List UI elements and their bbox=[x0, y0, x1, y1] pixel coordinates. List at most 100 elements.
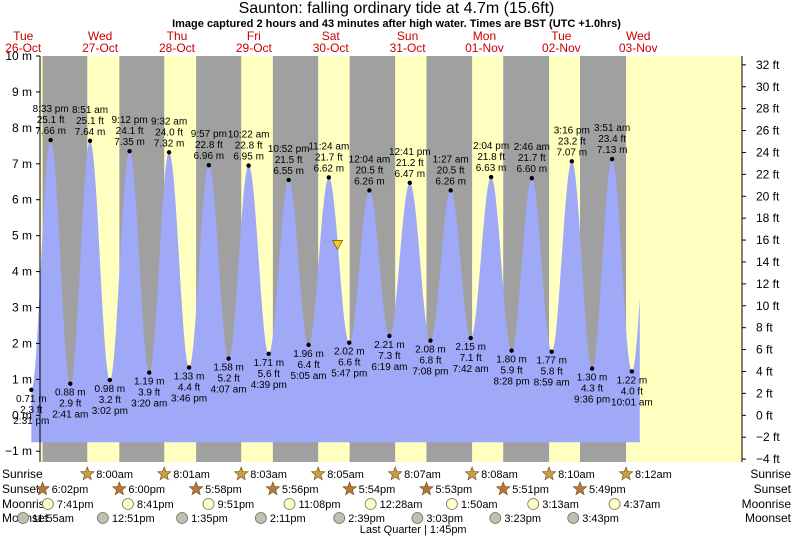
low-tide-m-label: 1.71 m bbox=[253, 358, 284, 369]
current-level-marker bbox=[331, 240, 344, 251]
high-tide-ft-label: 21.7 ft bbox=[315, 152, 343, 163]
high-tide-time-label: 12:04 am bbox=[349, 154, 391, 165]
low-tide-marker bbox=[347, 340, 352, 345]
astro-row-label-left: Sunset bbox=[2, 482, 40, 496]
high-tide-time-label: 11:24 am bbox=[308, 141, 349, 152]
day-date-label: 03-Nov bbox=[619, 41, 658, 55]
day-date-label: 27-Oct bbox=[82, 41, 119, 55]
high-tide-time-label: 8:51 am bbox=[72, 105, 108, 116]
high-tide-ft-label: 25.1 ft bbox=[76, 116, 104, 127]
high-tide-marker bbox=[529, 175, 534, 181]
right-tick-label: 6 ft bbox=[756, 343, 773, 357]
high-tide-m-label: 6.62 m bbox=[314, 163, 345, 174]
day-name-label: Sun bbox=[397, 29, 418, 43]
low-tide-m-label: 0.88 m bbox=[55, 388, 86, 399]
moonset-time-label: 3:43pm bbox=[582, 513, 619, 525]
low-tide-marker bbox=[509, 348, 514, 353]
high-tide-marker bbox=[367, 188, 372, 193]
sunset-star-icon bbox=[342, 481, 358, 496]
high-tide-m-label: 7.66 m bbox=[35, 126, 66, 137]
moonrise-moon-icon bbox=[608, 498, 621, 510]
moonset-time-label: 2:39pm bbox=[348, 513, 385, 525]
low-tide-time-label: 2:41 am bbox=[52, 410, 88, 421]
right-tick-label: 26 ft bbox=[756, 124, 780, 138]
sunrise-time-label: 8:05am bbox=[327, 469, 364, 481]
right-tick-label: 16 ft bbox=[756, 233, 780, 247]
low-tide-m-label: 0.98 m bbox=[95, 384, 126, 395]
sunrise-star-icon bbox=[541, 466, 557, 481]
low-tide-m-label: 0.71 m bbox=[16, 394, 47, 405]
high-tide-m-label: 7.07 m bbox=[557, 147, 588, 158]
moonset-moon-icon bbox=[176, 512, 188, 524]
low-tide-marker bbox=[186, 365, 192, 370]
low-tide-ft-label: 2.9 ft bbox=[59, 399, 81, 410]
moonrise-moon-icon bbox=[446, 498, 458, 510]
low-tide-m-label: 1.77 m bbox=[536, 356, 567, 367]
left-tick-label: 10 m bbox=[5, 49, 32, 63]
sunrise-time-label: 8:03am bbox=[250, 469, 287, 481]
low-tide-time-label: 10:01 am bbox=[611, 397, 653, 408]
sunrise-time-label: 8:00am bbox=[96, 469, 133, 481]
low-tide-m-label: 1.33 m bbox=[174, 372, 205, 383]
day-date-label: 01-Nov bbox=[465, 41, 504, 55]
moonrise-time-label: 4:37am bbox=[624, 499, 661, 511]
low-tide-marker bbox=[387, 333, 392, 339]
moonrise-moon-icon bbox=[122, 498, 134, 510]
high-tide-marker bbox=[569, 159, 575, 164]
moonset-moon-icon bbox=[254, 512, 267, 524]
low-tide-marker bbox=[147, 370, 152, 375]
low-tide-marker bbox=[629, 369, 635, 374]
day-name-label: Fri bbox=[247, 29, 261, 43]
high-tide-time-label: 9:12 pm bbox=[112, 115, 148, 126]
sunrise-time-label: 8:12am bbox=[635, 469, 672, 481]
right-tick-label: 28 ft bbox=[756, 102, 780, 116]
high-tide-marker bbox=[448, 188, 453, 193]
right-tick-label: 8 ft bbox=[756, 321, 773, 335]
moonset-time-label: 12:51pm bbox=[112, 513, 155, 525]
sunset-star-icon bbox=[111, 481, 127, 496]
low-tide-time-label: 3:20 am bbox=[131, 399, 167, 410]
high-tide-m-label: 6.26 m bbox=[435, 176, 466, 187]
high-tide-m-label: 7.35 m bbox=[114, 137, 145, 148]
right-tick-label: 20 ft bbox=[756, 189, 780, 203]
high-tide-time-label: 8:33 pm bbox=[33, 104, 69, 115]
high-tide-marker bbox=[48, 137, 53, 143]
low-tide-time-label: 3:02 pm bbox=[92, 406, 128, 417]
day-name-label: Wed bbox=[626, 29, 650, 43]
low-tide-ft-label: 2.3 ft bbox=[20, 405, 42, 416]
sunset-star-icon bbox=[265, 481, 281, 496]
low-tide-ft-label: 6.4 ft bbox=[297, 360, 319, 371]
high-tide-ft-label: 21.5 ft bbox=[275, 155, 303, 166]
astro-row-label-right: Sunrise bbox=[750, 467, 791, 481]
day-name-label: Tue bbox=[13, 29, 34, 43]
low-tide-ft-label: 5.8 ft bbox=[541, 367, 563, 378]
low-tide-marker bbox=[266, 351, 271, 357]
moonrise-time-label: 11:08pm bbox=[299, 499, 341, 511]
day-date-label: 29-Oct bbox=[236, 41, 273, 55]
high-tide-marker bbox=[286, 177, 291, 183]
right-tick-label: 24 ft bbox=[756, 145, 780, 159]
sunrise-star-icon bbox=[618, 466, 634, 481]
high-tide-marker bbox=[609, 156, 615, 162]
low-tide-ft-label: 5.2 ft bbox=[217, 374, 239, 385]
day-date-label: 02-Nov bbox=[542, 41, 581, 55]
astro-row-label-right: Moonset bbox=[745, 511, 792, 525]
high-tide-ft-label: 22.8 ft bbox=[235, 141, 263, 152]
high-tide-time-label: 2:04 pm bbox=[473, 141, 509, 152]
low-tide-ft-label: 5.9 ft bbox=[500, 366, 522, 377]
high-tide-ft-label: 21.7 ft bbox=[518, 153, 546, 164]
high-tide-ft-label: 23.2 ft bbox=[558, 136, 586, 147]
moonset-moon-icon bbox=[567, 512, 580, 524]
low-tide-ft-label: 3.2 ft bbox=[99, 395, 121, 406]
sunset-time-label: 5:58pm bbox=[205, 484, 242, 496]
chart-title: Saunton: falling ordinary tide at 4.7m (… bbox=[238, 0, 555, 17]
low-tide-ft-label: 6.8 ft bbox=[419, 356, 441, 367]
high-tide-m-label: 6.96 m bbox=[194, 151, 225, 162]
day-date-label: 28-Oct bbox=[159, 41, 196, 55]
high-tide-ft-label: 24.1 ft bbox=[116, 126, 144, 137]
moonrise-time-label: 7:41pm bbox=[57, 499, 94, 511]
sunset-star-icon bbox=[188, 481, 204, 496]
right-tick-label: 22 ft bbox=[756, 167, 780, 181]
low-tide-marker bbox=[68, 381, 73, 386]
moonrise-moon-icon bbox=[527, 498, 540, 510]
